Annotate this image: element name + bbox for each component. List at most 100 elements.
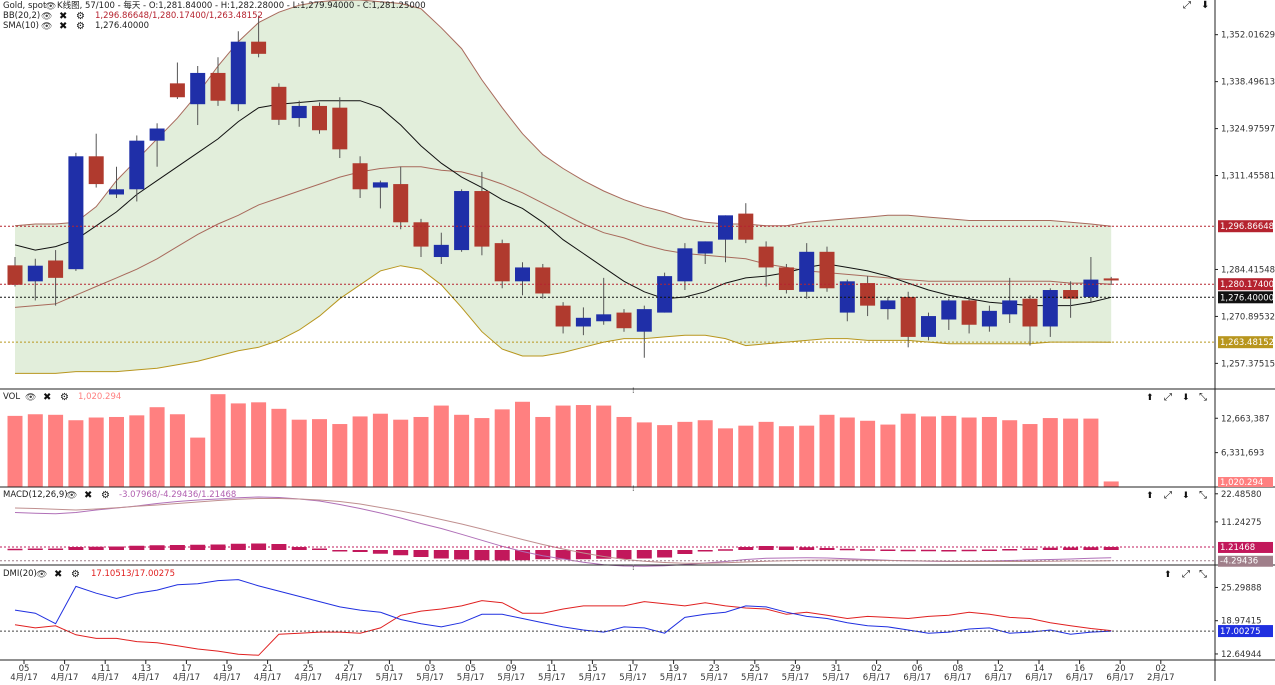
- gear-icon[interactable]: ⚙: [76, 11, 85, 22]
- expand-icon[interactable]: ⤢: [1164, 490, 1172, 501]
- macd-histogram-bar: [352, 550, 368, 552]
- volume-panel[interactable]: [7, 394, 1119, 487]
- macd-histogram-bar: [312, 548, 327, 550]
- candle-body: [312, 105, 327, 131]
- macd-histogram-bar: [535, 550, 551, 560]
- x-tick-month: 4月/17: [335, 673, 363, 681]
- close-icon[interactable]: ✖: [59, 21, 67, 32]
- close-icon[interactable]: ✖: [84, 490, 92, 501]
- expand-icon[interactable]: ⤢: [1182, 569, 1190, 580]
- macd-histogram-bar: [1022, 548, 1038, 550]
- x-tick-day: 05: [465, 664, 476, 674]
- price-badge-label: 1,263.48152: [1220, 338, 1274, 348]
- candle-body: [332, 107, 348, 150]
- eye-icon[interactable]: 👁: [41, 22, 52, 32]
- eye-icon[interactable]: 👁: [36, 570, 47, 580]
- x-tick-month: 4月/17: [51, 673, 79, 681]
- y-tick-label: 18.97415: [1221, 617, 1262, 627]
- macd-histogram-bar: [68, 547, 84, 550]
- macd-histogram-bar: [616, 550, 632, 559]
- volume-bar: [88, 417, 104, 487]
- gear-icon[interactable]: ⚙: [60, 392, 69, 403]
- close-icon[interactable]: ✖: [54, 569, 62, 580]
- candle-body: [981, 310, 997, 327]
- volume-bar: [1002, 420, 1018, 487]
- candle-body: [149, 128, 165, 141]
- macd-histogram-bar: [961, 549, 977, 552]
- volume-bar: [1103, 481, 1119, 487]
- macd-values: -3.07968/-4.29436/1.21468: [119, 490, 236, 500]
- arrow-down-icon[interactable]: ⬇: [1182, 393, 1190, 403]
- x-tick-day: 05: [19, 664, 30, 674]
- expand-icon[interactable]: ⤢: [1183, 0, 1191, 11]
- x-tick-month: 5月/17: [822, 673, 850, 681]
- candle-body: [1083, 279, 1099, 297]
- x-tick-day: 06: [912, 664, 923, 674]
- gear-icon[interactable]: ⚙: [71, 569, 80, 580]
- macd-histogram-bar: [433, 550, 449, 559]
- macd-histogram-bar: [900, 549, 916, 552]
- x-tick-month: 6月/17: [1025, 673, 1053, 681]
- collapse-icon[interactable]: ⤡: [1199, 392, 1207, 403]
- gear-icon[interactable]: ⚙: [101, 490, 110, 501]
- x-tick-day: 11: [100, 664, 111, 674]
- volume-bar: [819, 414, 835, 487]
- close-icon[interactable]: ✖: [43, 392, 51, 403]
- dmi-panel[interactable]: [0, 579, 1215, 656]
- x-tick-day: 15: [587, 664, 598, 674]
- x-tick-day: 17: [181, 664, 192, 674]
- x-tick-month: 5月/17: [376, 673, 404, 681]
- candle-body: [169, 83, 185, 98]
- x-tick-day: 14: [1034, 664, 1045, 674]
- price-badge: [1218, 220, 1273, 233]
- bollinger-band-fill: [15, 0, 1112, 374]
- collapse-icon[interactable]: ⤡: [1199, 569, 1207, 580]
- x-tick-day: 25: [303, 664, 314, 674]
- x-tick-day: 23: [709, 664, 720, 674]
- candle-body: [860, 283, 876, 306]
- arrow-down-icon[interactable]: ⬇: [1182, 491, 1190, 501]
- candle-body: [454, 191, 470, 251]
- macd-panel[interactable]: [0, 496, 1215, 567]
- close-icon[interactable]: ✖: [59, 11, 67, 22]
- candle-body: [657, 276, 673, 313]
- x-tick-month: 6月/17: [1066, 673, 1094, 681]
- x-tick-day: 31: [831, 664, 842, 674]
- resize-handle-icon[interactable]: ⁞: [632, 563, 635, 572]
- macd-histogram-bar: [677, 550, 693, 554]
- arrow-up-icon[interactable]: ⬆: [1164, 570, 1172, 580]
- vol-value: 1,020.294: [78, 392, 121, 402]
- arrow-down-icon[interactable]: ⬇: [1201, 0, 1209, 11]
- gear-icon[interactable]: ⚙: [76, 21, 85, 32]
- collapse-icon[interactable]: ⤡: [1199, 490, 1207, 501]
- eye-icon[interactable]: 👁: [66, 491, 77, 501]
- resize-handle-icon[interactable]: ⁞: [632, 386, 635, 395]
- volume-bar: [1083, 418, 1099, 487]
- price-panel[interactable]: [0, 0, 1215, 374]
- macd-label: MACD(12,26,9): [3, 490, 68, 500]
- resize-handle-icon[interactable]: ⁞: [632, 484, 635, 493]
- volume-bar: [799, 425, 815, 487]
- volume-bar: [433, 405, 449, 487]
- candle-body: [819, 251, 835, 289]
- volume-bar: [109, 416, 124, 487]
- eye-icon[interactable]: 👁: [25, 393, 36, 403]
- volume-bar: [921, 416, 936, 487]
- volume-bar: [352, 416, 368, 487]
- x-tick-month: 5月/17: [700, 673, 728, 681]
- candle-body: [88, 156, 104, 185]
- eye-icon[interactable]: 👁: [45, 2, 56, 12]
- candle-body: [575, 317, 591, 327]
- arrow-up-icon[interactable]: ⬆: [1146, 491, 1154, 501]
- eye-icon[interactable]: 👁: [41, 12, 52, 22]
- arrow-up-icon[interactable]: ⬆: [1146, 393, 1154, 403]
- candle-body: [677, 248, 693, 282]
- expand-icon[interactable]: ⤢: [1164, 392, 1172, 403]
- price-badge: [1218, 278, 1273, 291]
- x-tick-month: 5月/17: [579, 673, 607, 681]
- x-tick-day: 09: [506, 664, 517, 674]
- y-tick-label: 1,338.49613: [1221, 78, 1275, 88]
- volume-bar: [372, 413, 388, 487]
- x-tick-day: 21: [262, 664, 273, 674]
